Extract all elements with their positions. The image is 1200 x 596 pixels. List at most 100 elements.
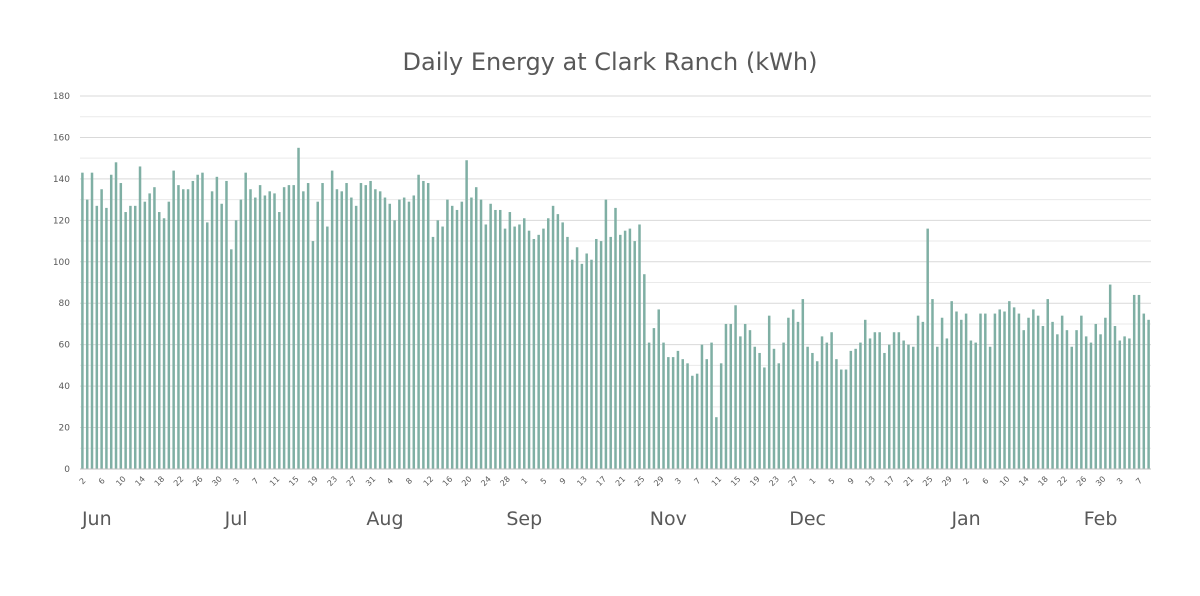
- bar: [743, 323, 747, 469]
- bar: [503, 228, 507, 469]
- bar: [979, 313, 982, 469]
- bar: [460, 201, 464, 469]
- bar: [494, 209, 497, 469]
- bar: [474, 187, 478, 469]
- bar: [359, 183, 363, 469]
- bar: [892, 332, 896, 469]
- bar: [695, 373, 699, 469]
- x-tick-label: 21: [902, 474, 916, 488]
- x-tick-label: 29: [940, 474, 954, 488]
- bar: [619, 234, 622, 469]
- bar: [335, 189, 339, 469]
- bar: [623, 230, 627, 469]
- bar: [1075, 330, 1078, 469]
- x-tick-label: 29: [652, 474, 666, 488]
- bar: [729, 323, 733, 469]
- bar: [936, 346, 939, 469]
- bar: [412, 195, 416, 469]
- bar: [350, 197, 353, 470]
- bar: [964, 313, 968, 469]
- bar: [345, 183, 348, 469]
- bar: [758, 352, 761, 469]
- x-axis-ticks: 2 6 10 14 18 22 26 30 3 7 11 15 19 23 27 31 4 8 12 16 20 24 28…: [78, 474, 1145, 488]
- bar: [542, 228, 545, 469]
- bar: [825, 342, 829, 469]
- bar: [119, 183, 123, 469]
- bar: [422, 180, 425, 469]
- bar: [974, 342, 977, 469]
- month-label: Aug: [366, 508, 403, 530]
- bar: [287, 185, 291, 470]
- y-tick-label: 100: [53, 258, 70, 268]
- bar: [820, 336, 824, 469]
- bar: [148, 193, 151, 469]
- bar: [191, 180, 195, 469]
- bar: [158, 212, 161, 470]
- x-tick-label: 14: [1017, 474, 1031, 488]
- bar: [484, 224, 488, 469]
- bar: [162, 218, 166, 469]
- bar: [1142, 313, 1146, 469]
- bar: [407, 201, 411, 469]
- bar: [143, 201, 147, 469]
- bar: [105, 207, 108, 469]
- x-tick-label: 13: [863, 474, 877, 488]
- bar: [244, 172, 247, 470]
- bar: [988, 346, 992, 469]
- bar: [830, 332, 833, 469]
- x-tick-label: 19: [748, 474, 762, 488]
- x-tick-label: 18: [153, 474, 167, 488]
- bar: [364, 185, 368, 470]
- bar: [436, 220, 440, 469]
- bar: [724, 323, 728, 469]
- y-tick-label: 20: [59, 424, 71, 434]
- bar: [1032, 309, 1035, 469]
- bar: [479, 199, 483, 470]
- bar: [85, 199, 89, 470]
- bar: [748, 330, 752, 469]
- bar: [907, 344, 910, 469]
- bar: [316, 201, 319, 469]
- bar: [1060, 315, 1064, 469]
- bar: [177, 185, 180, 470]
- bar: [686, 363, 689, 469]
- bar: [739, 336, 742, 469]
- y-tick-label: 120: [53, 216, 70, 226]
- gridlines: [80, 95, 1151, 449]
- bar: [446, 199, 449, 470]
- bar: [1104, 317, 1107, 469]
- bar: [383, 197, 387, 470]
- bar: [1003, 311, 1006, 469]
- bar: [753, 346, 757, 469]
- x-tick-label: 5: [827, 476, 837, 486]
- bar: [859, 342, 862, 469]
- y-tick-label: 60: [59, 341, 71, 351]
- x-tick-label: 1: [808, 476, 818, 486]
- bar: [124, 212, 127, 470]
- bar: [489, 203, 492, 469]
- bar: [1137, 294, 1141, 469]
- x-tick-label: 3: [231, 476, 241, 486]
- bar: [523, 218, 526, 469]
- bar: [647, 342, 651, 469]
- bar: [330, 170, 334, 469]
- bar: [537, 234, 540, 469]
- x-tick-label: 14: [133, 474, 147, 488]
- bar: [1012, 307, 1016, 469]
- bar: [585, 253, 588, 469]
- x-tick-label: 3: [673, 476, 683, 486]
- bars: [81, 147, 1150, 470]
- x-tick-label: 2: [961, 476, 971, 486]
- bar: [282, 187, 286, 469]
- bar: [398, 199, 401, 470]
- bar: [513, 226, 516, 469]
- bar: [230, 249, 233, 469]
- bar: [378, 191, 382, 469]
- bar: [220, 203, 223, 469]
- x-tick-label: 23: [326, 474, 340, 488]
- bar: [705, 359, 708, 469]
- bar: [311, 241, 315, 469]
- bar: [547, 218, 550, 469]
- bar: [201, 172, 204, 470]
